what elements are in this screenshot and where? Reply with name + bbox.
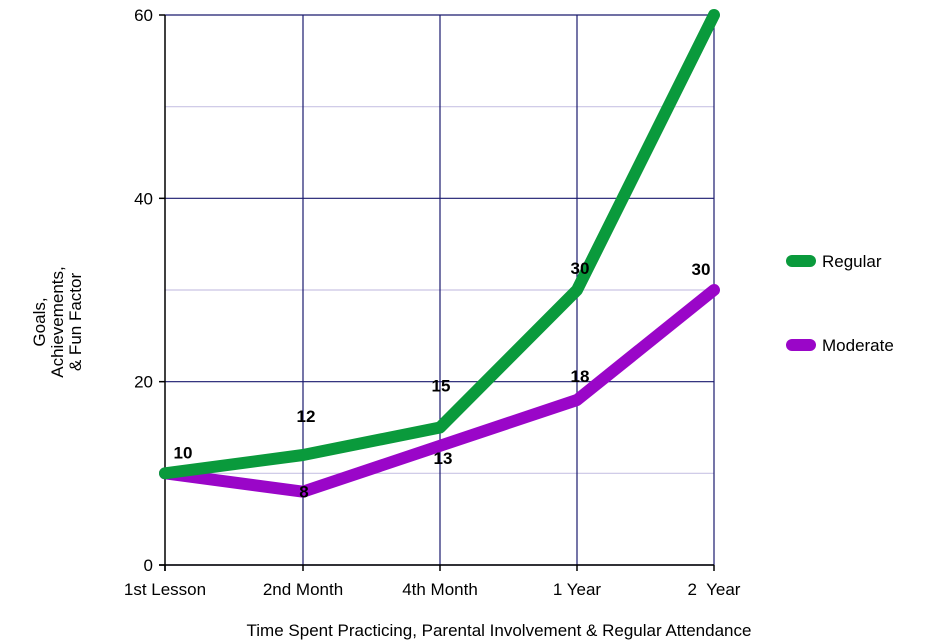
- x-tick-label: 2 Year: [688, 580, 741, 599]
- y-axis-label-line: & Fun Factor: [66, 273, 85, 372]
- x-axis-label: Time Spent Practicing, Parental Involvem…: [247, 621, 752, 640]
- grid: [165, 14, 715, 566]
- y-axis-label-line: Achievements,: [48, 266, 67, 378]
- y-tick-label: 60: [134, 6, 153, 25]
- x-axis-ticks: 1st Lesson 2nd Month 4th Month 1 Year 2 Year: [124, 565, 741, 599]
- data-label-moderate: 30: [692, 260, 711, 279]
- y-tick-label: 20: [134, 373, 153, 392]
- y-axis-ticks: 0 20 40 60: [134, 6, 165, 575]
- legend-label-moderate: Moderate: [822, 336, 894, 355]
- x-tick-label: 1st Lesson: [124, 580, 206, 599]
- y-tick-label: 0: [144, 556, 153, 575]
- y-tick-label: 40: [134, 189, 153, 208]
- series-line-regular: [159, 9, 720, 480]
- series-lines: [159, 9, 720, 498]
- y-axis-label: Goals, Achievements, & Fun Factor: [30, 266, 85, 378]
- data-label-moderate: 13: [434, 449, 453, 468]
- data-labels: 10 12 15 30 8 13 18 30: [174, 259, 711, 502]
- x-tick-label: 4th Month: [402, 580, 478, 599]
- legend: Regular Moderate: [786, 252, 894, 355]
- data-label-moderate: 18: [571, 367, 590, 386]
- data-label-moderate: 8: [299, 483, 308, 502]
- y-axis-label-line: Goals,: [30, 297, 49, 346]
- legend-label-regular: Regular: [822, 252, 882, 271]
- data-label-regular: 12: [297, 407, 316, 426]
- series-line-moderate: [159, 284, 720, 498]
- data-label-regular: 15: [432, 377, 451, 396]
- x-tick-label: 2nd Month: [263, 580, 343, 599]
- data-label-regular: 10: [174, 443, 193, 462]
- x-tick-label: 1 Year: [553, 580, 602, 599]
- data-label-regular: 30: [571, 259, 590, 278]
